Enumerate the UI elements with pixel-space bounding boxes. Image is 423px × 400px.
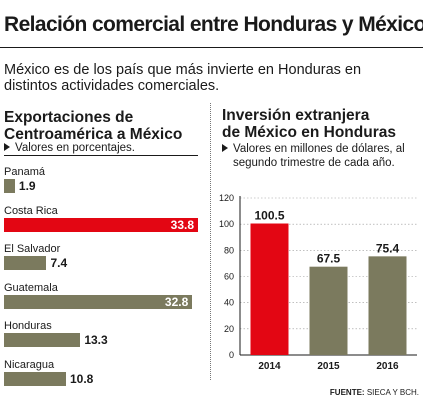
- export-value-label: 7.4: [50, 256, 68, 270]
- export-value-label: 13.3: [84, 333, 108, 347]
- export-value-label: 33.8: [170, 217, 194, 232]
- y-tick-label: 100: [219, 219, 234, 229]
- triangle-bullet-icon: [222, 143, 228, 152]
- export-bar: [4, 371, 66, 386]
- exports-title-line2: Centroamérica a México: [4, 126, 183, 143]
- export-value-label: 10.8: [69, 371, 94, 386]
- country-label: Costa Rica: [4, 204, 58, 217]
- investment-title-line2: de México en Honduras: [222, 124, 396, 141]
- export-bar: [4, 179, 15, 193]
- source-label: FUENTE:: [329, 388, 365, 397]
- y-tick-label: 0: [229, 350, 234, 360]
- country-label: Panamá: [4, 166, 45, 178]
- investment-bar: [368, 256, 407, 355]
- page-title: Relación comercial entre Honduras y Méxi…: [4, 13, 423, 36]
- source-text: SIECA Y BCH.: [366, 388, 419, 397]
- investment-note-line1: Valores en millones de dólares, al: [222, 142, 405, 156]
- y-tick-label: 20: [224, 324, 234, 334]
- year-label: 2014: [258, 361, 281, 372]
- investment-value-label: 100.5: [254, 209, 284, 223]
- country-label: Honduras: [4, 320, 52, 332]
- investment-note-text-1: Valores en millones de dólares, al: [233, 143, 405, 155]
- export-bar: [4, 256, 47, 270]
- investment-value-label: 75.4: [376, 241, 400, 255]
- source-note: FUENTE: SIECA Y BCH.: [330, 388, 419, 397]
- y-tick-label: 120: [219, 193, 234, 203]
- panel-divider: [210, 103, 211, 380]
- exports-note: Valores en porcentajes.: [4, 141, 135, 155]
- y-tick-label: 40: [224, 298, 234, 308]
- export-bar: [4, 333, 81, 347]
- investment-note-line2: segundo trimestre de cada año.: [233, 157, 395, 169]
- export-value-label: 1.9: [18, 179, 36, 193]
- title-divider: [0, 47, 423, 48]
- exports-title-line1: Exportaciones de: [4, 109, 134, 126]
- investment-title-line1: Inversión extranjera: [222, 107, 370, 124]
- export-value-label: 32.8: [164, 294, 189, 309]
- country-label: Nicaragua: [4, 358, 55, 371]
- year-label: 2016: [376, 361, 399, 372]
- country-label: Guatemala: [4, 281, 58, 294]
- exports-note-text: Valores en porcentajes.: [15, 142, 135, 154]
- export-bar: [4, 294, 193, 309]
- intro-text: México es de los país que más invierte e…: [4, 62, 362, 94]
- investment-bar: [250, 223, 289, 355]
- year-label: 2015: [317, 361, 340, 372]
- y-tick-label: 80: [224, 245, 234, 255]
- investment-bar: [309, 266, 348, 355]
- country-label: El Salvador: [4, 243, 61, 255]
- investment-value-label: 67.5: [317, 252, 341, 266]
- triangle-bullet-icon: [4, 142, 10, 151]
- exports-divider: [4, 155, 198, 156]
- y-tick-label: 60: [224, 272, 234, 282]
- export-bar: [4, 217, 198, 232]
